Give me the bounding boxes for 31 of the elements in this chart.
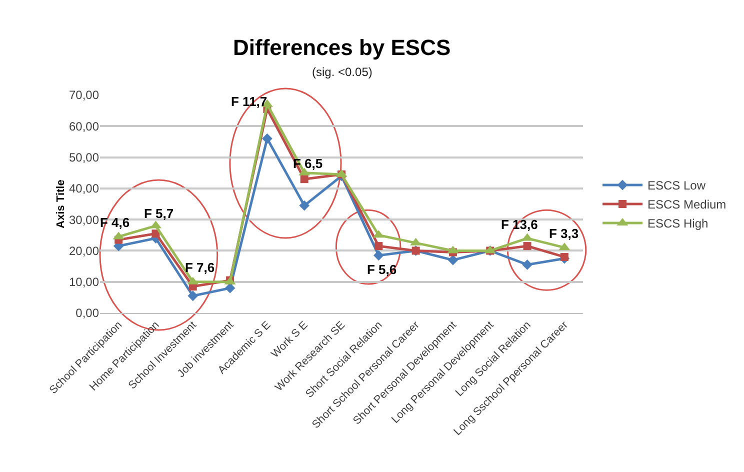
- chart-title: Differences by ESCS: [233, 35, 451, 60]
- y-axis-title: Axis Title: [54, 180, 67, 228]
- y-tick-label: 0,00: [76, 306, 100, 320]
- annotation: F 5,7: [144, 206, 174, 221]
- y-tick-label: 40,00: [68, 182, 100, 196]
- annotation: F 3,3: [549, 226, 579, 241]
- chart-subtitle: (sig. <0.05): [312, 65, 372, 79]
- point: [523, 242, 532, 250]
- y-tick-label: 10,00: [68, 275, 100, 290]
- point: [560, 252, 568, 261]
- y-tick-label: 50,00: [68, 150, 100, 164]
- point: [374, 242, 383, 250]
- legend-label: ESCS Low: [647, 178, 706, 193]
- y-tick-label: 60,00: [68, 119, 100, 134]
- y-tick-label: 20,00: [68, 244, 100, 258]
- point: [262, 133, 272, 144]
- point: [373, 250, 384, 261]
- legend-label: ESCS High: [647, 216, 708, 231]
- point: [448, 254, 458, 266]
- point: [522, 260, 532, 270]
- y-tick-label: 30,00: [68, 212, 100, 227]
- annotation: F 6,5: [293, 156, 323, 171]
- point: [300, 175, 308, 184]
- y-tick-label: 70,00: [68, 88, 100, 102]
- annotation: F 7,6: [185, 260, 215, 275]
- point: [188, 290, 198, 302]
- legend-label: ESCS Medium: [647, 198, 726, 212]
- annotation: F 4,6: [100, 215, 130, 230]
- point: [224, 282, 236, 294]
- point: [152, 230, 160, 238]
- point: [299, 200, 310, 211]
